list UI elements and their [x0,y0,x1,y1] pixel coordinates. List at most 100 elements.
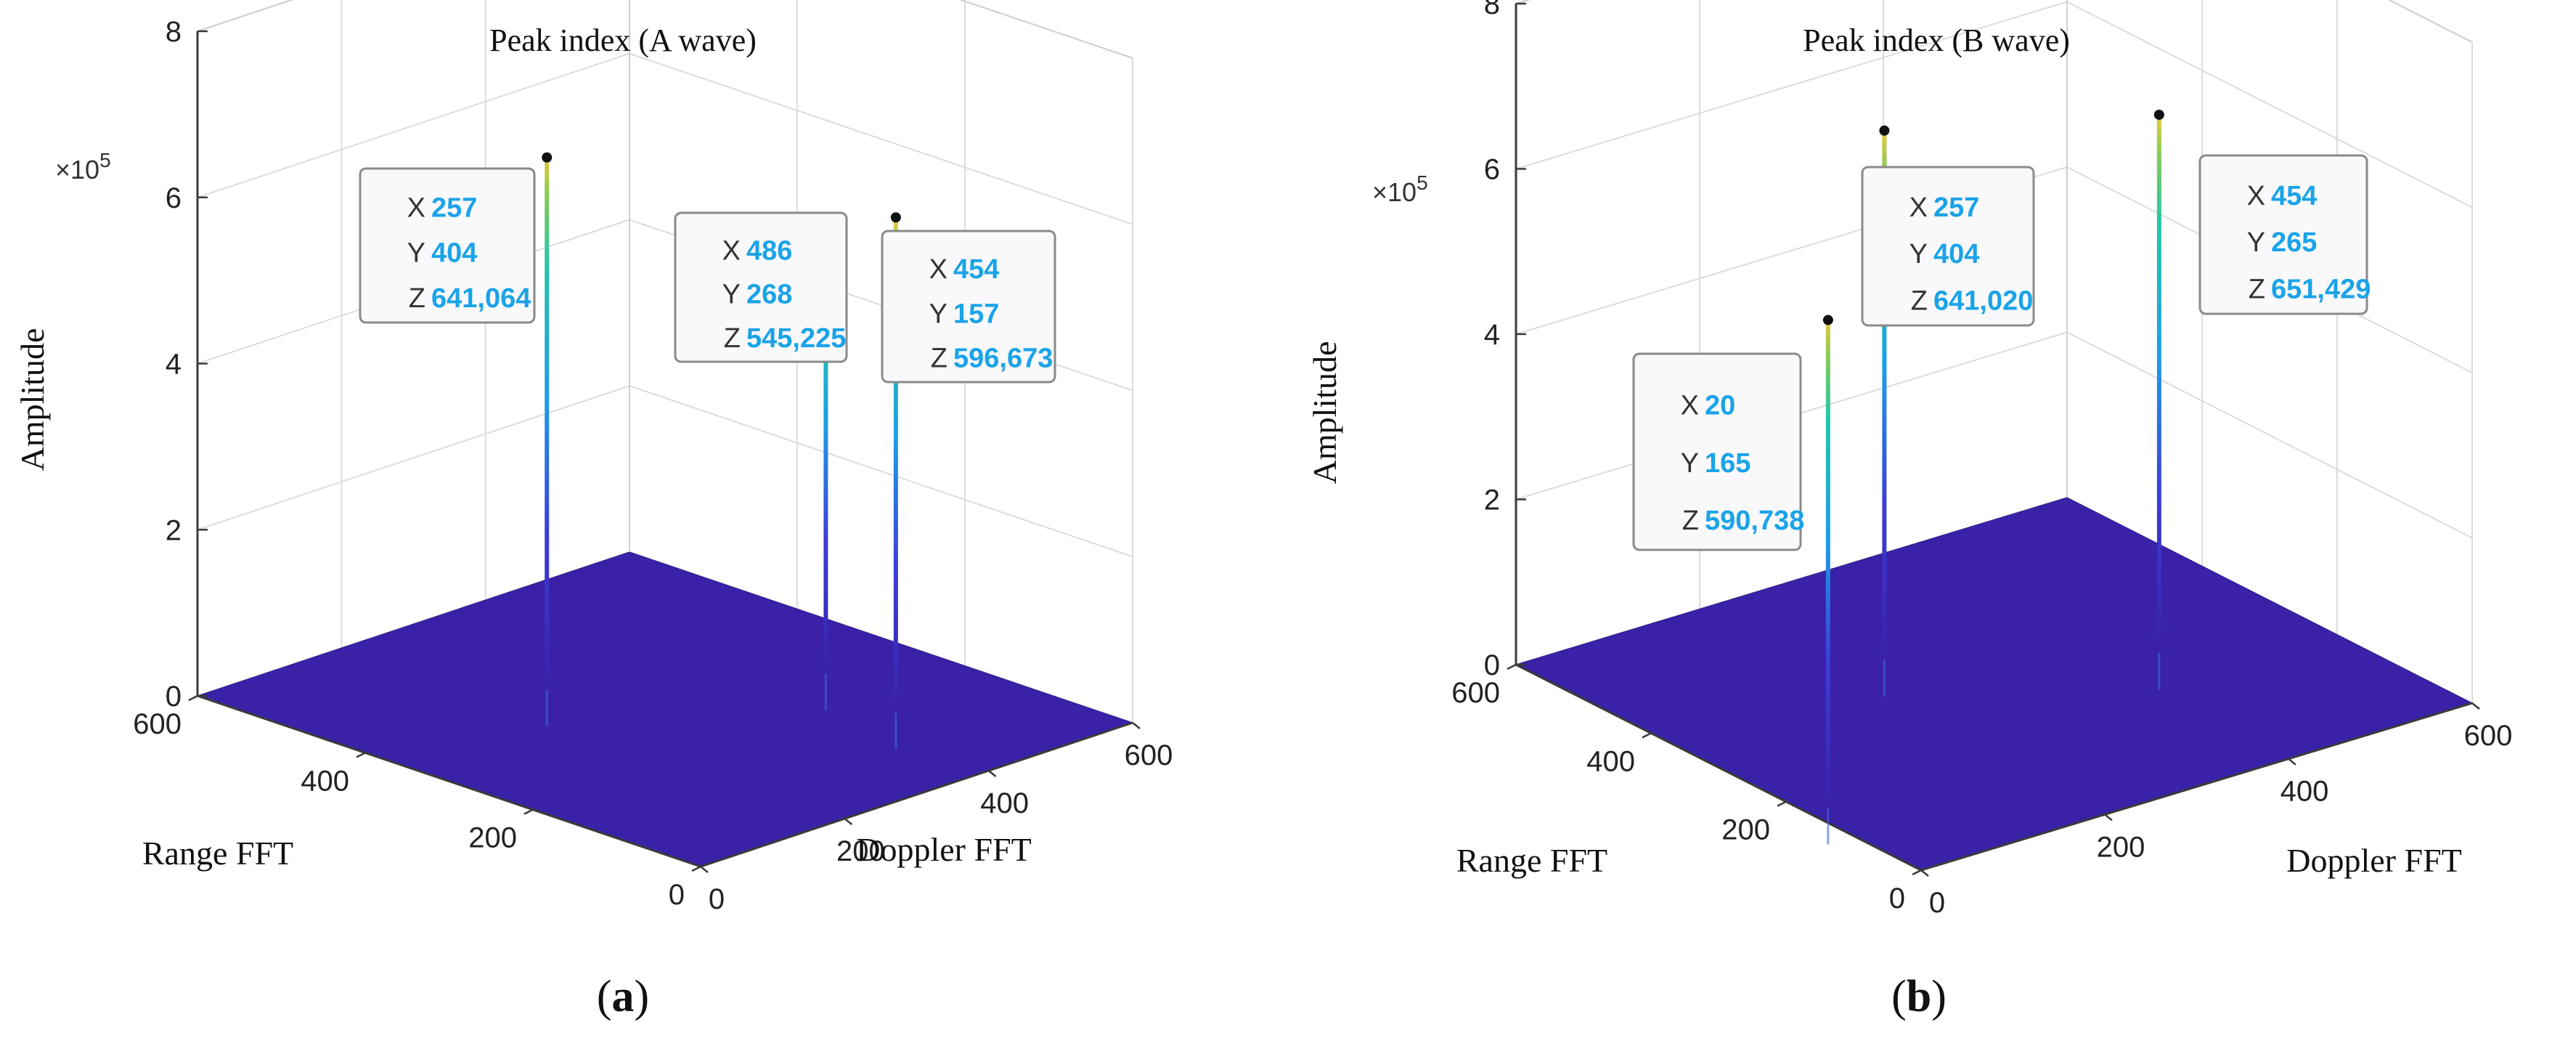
datatip-value: 486 [746,235,792,266]
datatip-key: X [2247,181,2265,211]
x-axis-label: Doppler FFT [856,831,1032,868]
x-tick-label: 200 [2097,831,2145,863]
z-tick-label: 0 [166,681,182,713]
datatip-key: Z [1682,506,1699,536]
surface-plane [196,551,1134,867]
peak-spike [823,221,828,674]
peak-3 [2153,109,2164,689]
datatip-key: Y [929,299,947,329]
y-axis-label: Range FFT [1456,842,1607,879]
peak-spike [545,157,550,690]
z-tick-label: 8 [166,16,182,48]
peak-spike [1882,130,1887,660]
grid-line [197,52,630,198]
datatip-key: X [1681,390,1699,421]
x-tick-mark [844,818,853,825]
y-tick-label: 200 [1721,814,1770,846]
datatip-key: Y [1681,448,1699,479]
peak-2 [1879,125,1890,697]
datatip-value: 545,225 [746,323,846,354]
datatip-box [359,167,536,324]
x-axis-line [1920,702,2473,872]
grid-line [1515,0,1530,4]
datatip-box [1861,166,2035,327]
datatip-key: Z [2249,274,2265,304]
z-exponent-label: ×105 [1372,171,1428,207]
x-tick-mark [1920,869,1929,877]
datatip-key: Z [931,344,947,374]
peak-spike [893,217,898,713]
datatip-value: 265 [2271,227,2317,258]
datatip-value: 404 [1933,239,1979,269]
y-tick-label: 600 [1451,677,1500,709]
x-tick-mark [700,866,709,873]
datatip-box [2198,154,2368,315]
datatip-key: X [722,235,741,266]
z-tick-label: 6 [166,182,182,214]
x-axis-label: Doppler FFT [2286,842,2462,879]
chart-title: Peak index (A wave) [489,23,757,58]
datatip-key: X [407,192,425,223]
x-tick-label: 400 [980,787,1029,819]
z-tick-label: 4 [166,349,182,381]
datatip-value: 257 [1933,192,1979,223]
box-top-edge [197,0,1133,59]
x-tick-label: 400 [2281,776,2329,808]
z-tick-label: 6 [1484,154,1500,186]
x-tick-label: 200 [836,835,885,867]
datatip-key: Y [722,280,741,310]
y-tick-label: 0 [1889,883,1905,915]
grid-line [197,385,630,531]
datatip-key: Z [409,283,425,314]
peak-spike [1825,320,1830,808]
z-tick-label: 4 [1484,319,1500,351]
x-tick-label: 600 [1125,739,1173,771]
grid-line [2066,331,2473,539]
surface-plane [1515,497,2474,871]
datatip-value: 157 [953,299,999,329]
y-axis-label: Range FFT [142,835,293,872]
x-tick-mark [987,770,997,777]
datatip-box [881,230,1056,384]
datatip-key: Z [1911,285,1928,316]
z-tick-label: 8 [1484,0,1500,20]
datatip-key: Y [1909,239,1928,269]
y-tick-label: 600 [133,708,182,740]
grid-line [629,385,1133,558]
panel-caption: (a) [597,972,649,1021]
grid-line [1515,1,2068,170]
z-axis-label: Amplitude [14,328,51,471]
x-tick-mark [2288,758,2296,766]
x-tick-mark [1132,722,1141,729]
datatip-value: 454 [953,254,999,285]
y-tick-mark [1507,663,1517,670]
z-tick-label: 2 [1484,485,1500,516]
datatip-key: X [1909,192,1928,223]
x-tick-label: 0 [709,883,725,915]
peak-1 [542,152,553,726]
peak-marker [1822,315,1833,325]
y-tick-mark [356,752,366,758]
grid-line [2066,1,2473,208]
x-tick-label: 0 [1929,887,1945,919]
grid-line [2387,0,2473,43]
z-tick-label: 0 [1484,649,1500,681]
peak-marker [2153,109,2164,120]
datatip-value: 651,429 [2271,274,2371,304]
y-tick-mark [1642,732,1652,739]
datatip-key: Z [724,323,741,354]
datatip-key: Y [2247,227,2265,258]
datatip-key: Y [407,238,425,269]
datatip-box [674,211,848,363]
datatip-box [1632,352,1802,551]
y-tick-mark [691,865,701,872]
y-tick-label: 400 [301,765,349,797]
y-tick-mark [188,694,198,702]
z-exponent-label: ×105 [55,149,111,185]
y-axis-line [197,694,701,868]
